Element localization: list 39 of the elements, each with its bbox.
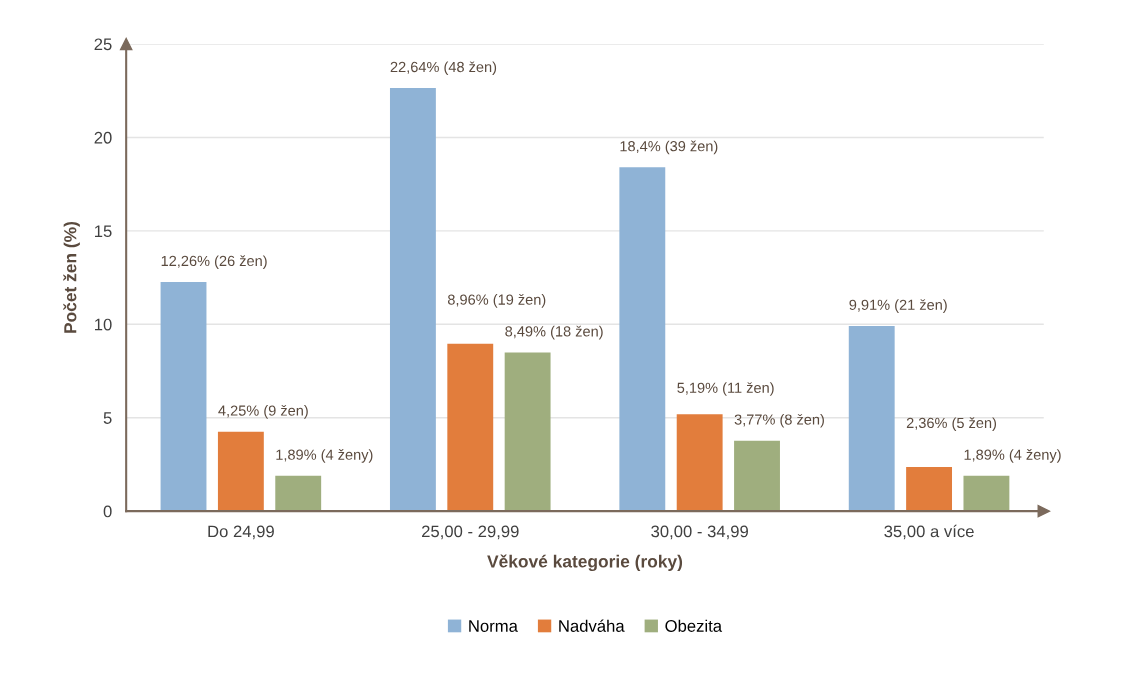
bar bbox=[504, 352, 551, 512]
legend-label: Nadváha bbox=[559, 619, 625, 632]
data-label: 3,77% (8 žen) bbox=[734, 413, 824, 428]
x-tick-label: Do 24,99 bbox=[208, 525, 274, 540]
data-label: 5,19% (11 žen) bbox=[677, 382, 774, 396]
bar bbox=[906, 467, 953, 512]
data-label: 2,36% (5 žen) bbox=[906, 417, 997, 431]
x-axis-title: Věkové kategorie (roky) bbox=[487, 554, 683, 572]
bar bbox=[619, 167, 666, 512]
x-tick-label: 25,00 - 29,99 bbox=[422, 525, 519, 540]
x-tick-label: 30,00 - 34,99 bbox=[651, 525, 748, 540]
bar bbox=[848, 325, 895, 512]
data-label: 8,96% (19 žen) bbox=[447, 294, 546, 308]
x-tick-label: 35,00 a více bbox=[884, 524, 974, 540]
bar bbox=[963, 475, 1010, 512]
y-tick-label: 0 bbox=[103, 505, 112, 518]
data-label: 22,64% (48 žen) bbox=[390, 61, 497, 76]
data-label: 4,25% (9 žen) bbox=[218, 405, 308, 419]
bar bbox=[160, 282, 207, 512]
data-label: 8,49% (18 žen) bbox=[505, 325, 603, 340]
y-tick-label: 10 bbox=[95, 318, 112, 331]
y-tick-label: 5 bbox=[103, 412, 112, 424]
bar bbox=[447, 343, 494, 512]
bar bbox=[734, 440, 780, 512]
legend-label: Norma bbox=[469, 620, 518, 632]
data-label: 12,26% (26 žen) bbox=[161, 255, 267, 269]
y-tick-label: 20 bbox=[94, 131, 112, 144]
bar bbox=[676, 414, 723, 512]
legend-label: Obezita bbox=[665, 619, 723, 632]
data-label: 18,4% (39 žen) bbox=[620, 140, 718, 155]
y-tick-label: 15 bbox=[95, 225, 112, 238]
y-tick-label: 25 bbox=[94, 38, 112, 51]
bar bbox=[389, 88, 436, 512]
data-label: 9,91% (21 žen) bbox=[849, 299, 947, 313]
data-label: 1,89% (4 ženy) bbox=[964, 449, 1061, 463]
bar bbox=[275, 475, 322, 512]
bar bbox=[217, 431, 264, 512]
y-axis-title: Počet žen (%) bbox=[63, 222, 80, 333]
data-label: 1,89% (4 ženy) bbox=[276, 449, 373, 463]
